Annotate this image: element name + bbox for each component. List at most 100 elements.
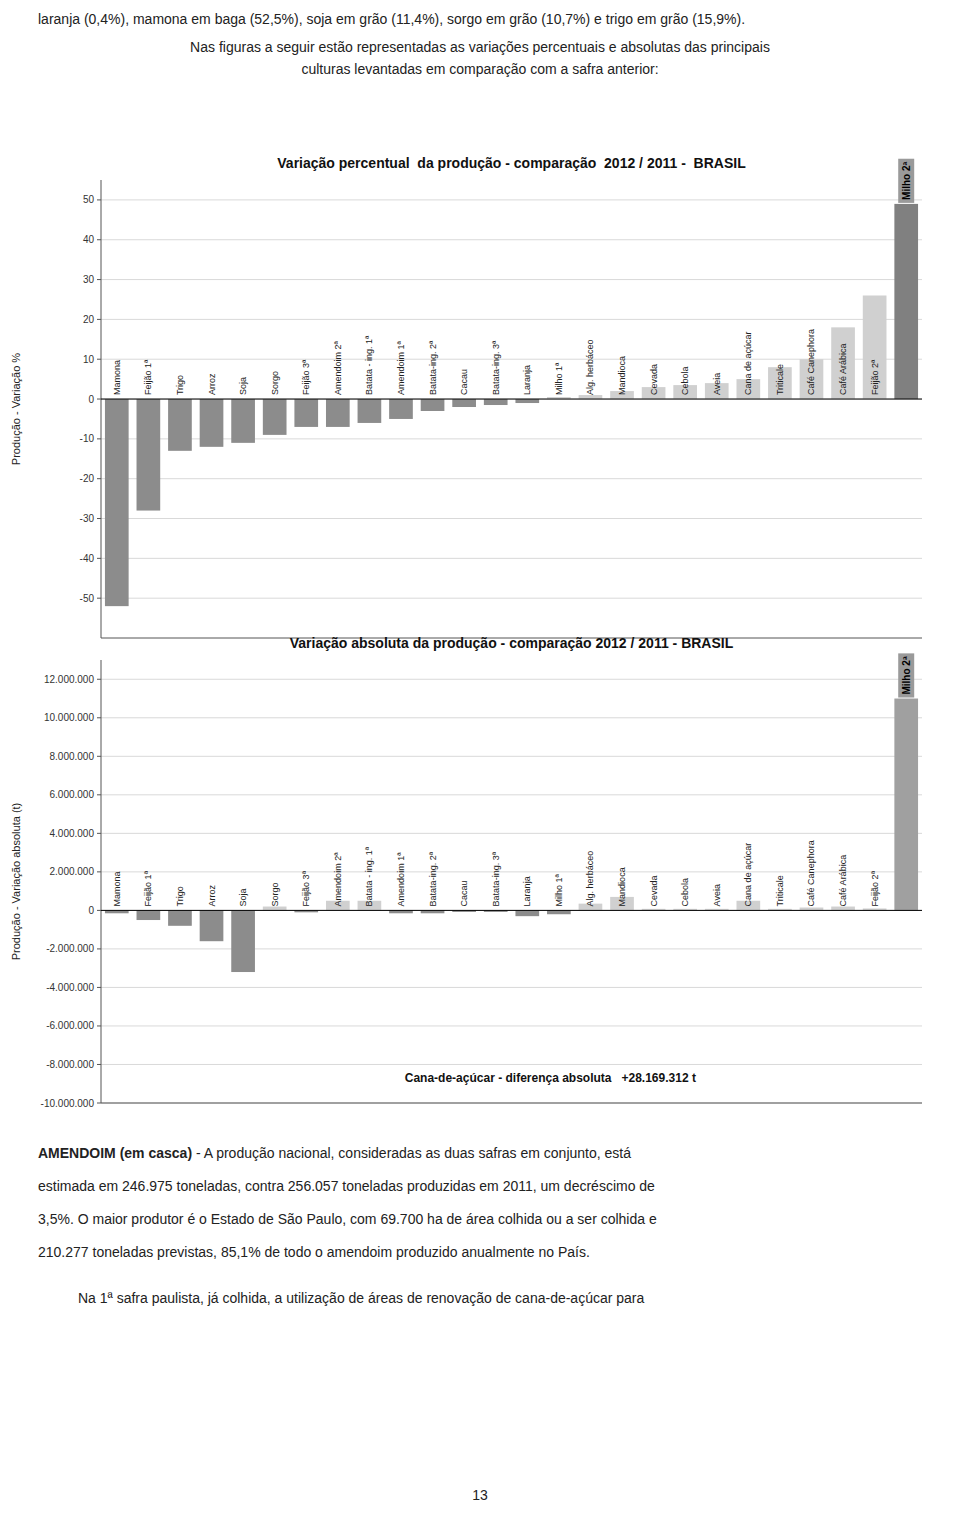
- tick-mark: [97, 478, 101, 479]
- bar: [105, 399, 129, 606]
- tick-label: 10: [83, 354, 95, 365]
- category-label: Amendoim 2ª: [333, 852, 343, 907]
- tick-mark: [97, 598, 101, 599]
- category-label: Cevada: [649, 364, 659, 395]
- body-text: 3,5%. O maior produtor é o Estado de São…: [38, 1211, 657, 1227]
- bar: [358, 399, 382, 423]
- tick-label: 0: [88, 394, 94, 405]
- category-label: Laranja: [522, 365, 532, 395]
- tick-label: -10.000.000: [41, 1098, 95, 1109]
- category-label: Cacau: [459, 369, 469, 395]
- axis-label: Produção - Variação %: [10, 353, 22, 466]
- category-label: Cacau: [459, 880, 469, 906]
- grid-line: [101, 199, 922, 200]
- category-label: Soja: [238, 888, 248, 906]
- tick-label: 30: [83, 274, 95, 285]
- label-box: [898, 159, 914, 203]
- y-axis-line: [101, 660, 102, 1103]
- body-text: Nas figuras a seguir estão representadas…: [190, 39, 770, 55]
- bar: [894, 699, 918, 911]
- bar: [294, 399, 318, 427]
- chart-title: Variação percentual da produção - compar…: [277, 155, 746, 171]
- tick-label: -30: [80, 513, 95, 524]
- bar: [168, 910, 192, 925]
- bar: [452, 399, 476, 407]
- grid-line: [101, 598, 922, 599]
- grid-line: [101, 717, 922, 718]
- tick-label: -40: [80, 553, 95, 564]
- category-label: Batata - ing. 1ª: [364, 335, 374, 395]
- category-label: Batata-ing. 3ª: [491, 851, 501, 906]
- category-label: Aveia: [712, 884, 722, 906]
- tick-mark: [97, 833, 101, 834]
- grid-line: [101, 518, 922, 519]
- tick-mark: [97, 910, 101, 911]
- tick-label: 6.000.000: [50, 789, 95, 800]
- tick-label: -10: [80, 433, 95, 444]
- category-label: Soja: [238, 377, 248, 395]
- bar: [515, 910, 539, 916]
- label-box: [898, 653, 914, 697]
- tick-label: 50: [83, 194, 95, 205]
- category-label: Trigo: [175, 886, 185, 906]
- tick-mark: [97, 359, 101, 360]
- grid-line: [101, 679, 922, 680]
- category-label: Batata - ing. 1ª: [364, 846, 374, 906]
- zero-line: [101, 399, 922, 400]
- category-label: Feijão 3ª: [301, 359, 311, 395]
- tick-mark: [97, 279, 101, 280]
- grid-line: [101, 987, 922, 988]
- category-label: Café Canephora: [806, 840, 816, 906]
- grid-line: [101, 1103, 922, 1104]
- category-label: Cebola: [680, 878, 690, 907]
- body-text: culturas levantadas em comparação com a …: [301, 61, 658, 77]
- category-label: Laranja: [522, 876, 532, 906]
- tick-mark: [97, 987, 101, 988]
- tick-label: -8.000.000: [46, 1059, 94, 1070]
- grid-line: [101, 239, 922, 240]
- category-label: Cebola: [680, 367, 690, 396]
- category-label: Triticale: [775, 364, 785, 395]
- category-label: Alg. herbáceo: [585, 851, 595, 907]
- tick-mark: [97, 1064, 101, 1065]
- category-label: Mandioca: [617, 867, 627, 906]
- page: laranja (0,4%), mamona em baga (52,5%), …: [0, 0, 960, 1528]
- tick-label: 20: [83, 314, 95, 325]
- page-number: 13: [472, 1487, 488, 1503]
- grid-line: [101, 399, 922, 400]
- tick-label: -20: [80, 473, 95, 484]
- bar: [515, 399, 539, 403]
- bar: [389, 399, 413, 419]
- bar: [894, 204, 918, 399]
- tick-mark: [97, 871, 101, 872]
- tick-label: 10.000.000: [44, 712, 94, 723]
- grid-line: [101, 833, 922, 834]
- category-label: Feijão 3ª: [301, 870, 311, 906]
- category-label: Amendoim 1ª: [396, 341, 406, 396]
- x-axis-line: [101, 1103, 922, 1104]
- tick-mark: [97, 239, 101, 240]
- chart-title: Variação absoluta da produção - comparaç…: [290, 635, 734, 651]
- tick-label: -50: [80, 593, 95, 604]
- category-label: Cana de açúcar: [743, 331, 753, 395]
- background: [0, 0, 960, 1528]
- category-label: Triticale: [775, 875, 785, 906]
- category-label: Cevada: [649, 875, 659, 906]
- category-label: Feijão 1ª: [143, 359, 153, 395]
- body-text: laranja (0,4%), mamona em baga (52,5%), …: [38, 11, 745, 27]
- grid-line: [101, 279, 922, 280]
- bar: [168, 399, 192, 451]
- tick-label: -4.000.000: [46, 982, 94, 993]
- chart: -50-40-30-20-1001020304050MamonaFeijão 1…: [10, 155, 922, 638]
- tick-label: 0: [88, 905, 94, 916]
- grid-line: [101, 359, 922, 360]
- highlight-label: Milho 2ª: [898, 159, 914, 203]
- bar: [484, 399, 508, 405]
- category-label: Arroz: [207, 373, 217, 395]
- category-label: Batata-ing. 3ª: [491, 340, 501, 395]
- category-label: Milho 2ª: [901, 161, 912, 199]
- grid-line: [101, 948, 922, 949]
- category-label: Alg. herbáceo: [585, 339, 595, 395]
- grid-line: [101, 756, 922, 757]
- category-label: Trigo: [175, 375, 185, 395]
